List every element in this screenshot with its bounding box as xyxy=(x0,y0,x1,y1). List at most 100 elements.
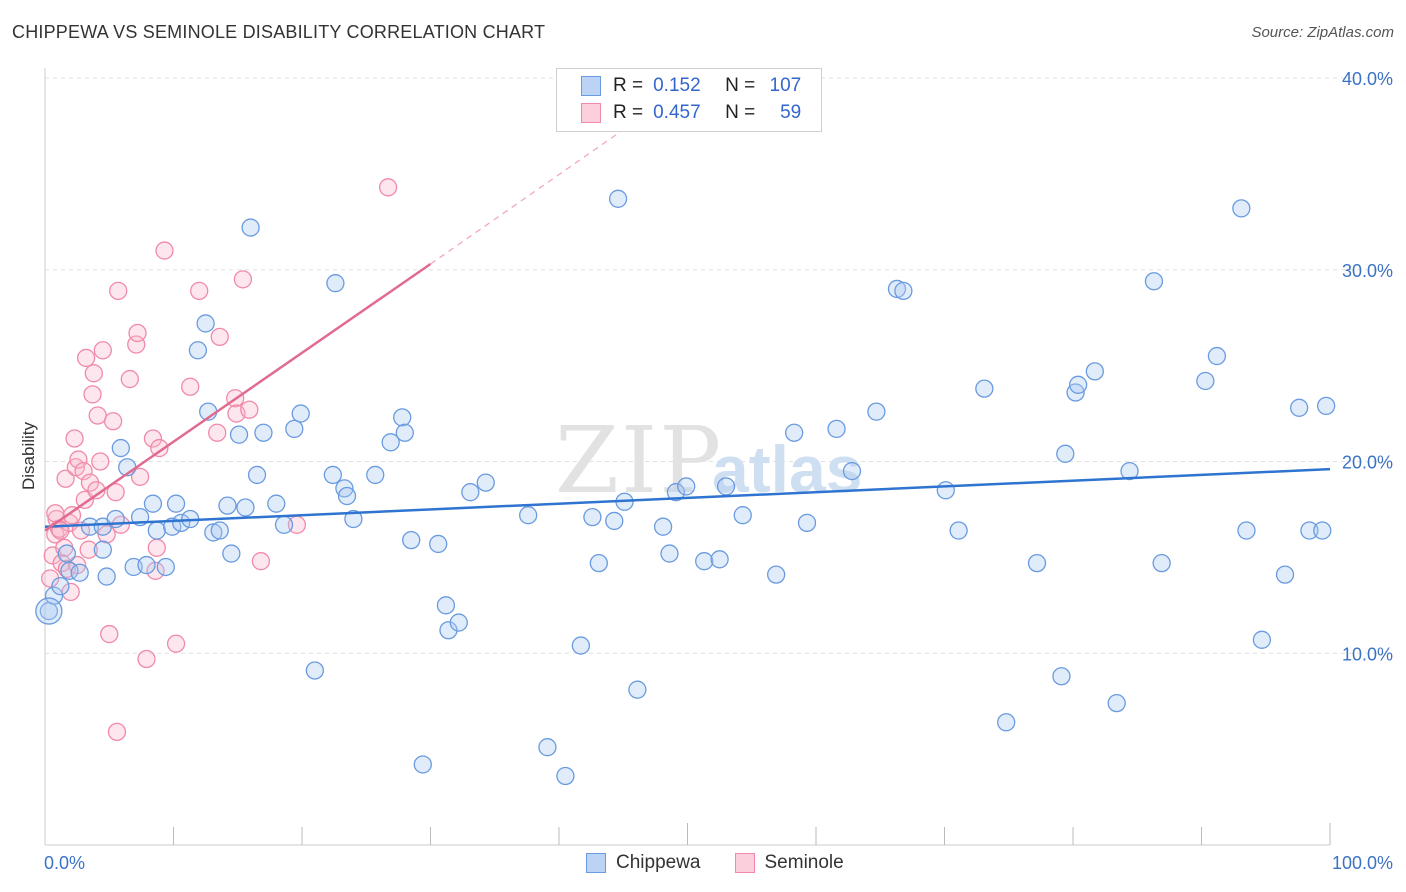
stats-legend: R = 0.152 N = 107 R = 0.457 N = 59 xyxy=(556,68,822,132)
chippewa-point xyxy=(1237,521,1256,540)
seminole-point xyxy=(52,553,71,573)
seminole-point xyxy=(106,483,125,502)
chippewa-point xyxy=(337,486,357,506)
seminole-point xyxy=(91,452,110,471)
chippewa-point xyxy=(628,680,647,699)
seminole-point xyxy=(65,429,84,448)
seminole-point xyxy=(83,385,102,404)
seminole-point xyxy=(147,538,166,557)
chippewa-point xyxy=(393,408,412,427)
seminole-point xyxy=(240,400,259,419)
chippewa-point xyxy=(229,425,249,444)
seminole-point xyxy=(46,504,65,523)
seminole-point xyxy=(166,634,186,653)
chippewa-point xyxy=(70,563,89,582)
chippewa-point xyxy=(1290,398,1309,417)
y-tick-label: 10.0% xyxy=(1342,644,1393,664)
watermark: ZIP atlas xyxy=(555,407,862,514)
seminole-point xyxy=(74,461,93,481)
series-legend: Chippewa Seminole xyxy=(586,852,878,874)
seminole-trend-line xyxy=(44,262,432,532)
chippewa-point xyxy=(51,576,70,596)
chippewa-point xyxy=(608,189,628,208)
seminole-point xyxy=(378,178,398,197)
chippewa-point xyxy=(1300,521,1319,540)
chippewa-point xyxy=(241,218,260,237)
chippewa-point xyxy=(210,521,229,540)
chippewa-point xyxy=(936,481,955,500)
chippewa-point xyxy=(366,465,385,485)
n-label: N = xyxy=(725,75,756,96)
chippewa-point xyxy=(97,567,116,586)
seminole-point xyxy=(120,369,139,389)
chippewa-point xyxy=(949,521,968,540)
chippewa-point xyxy=(147,521,166,540)
chippewa-point xyxy=(143,494,163,513)
chippewa-point xyxy=(785,423,804,442)
chippewa-point xyxy=(1052,667,1071,686)
chippewa-point xyxy=(653,517,673,536)
r-value: 0.152 xyxy=(653,75,701,96)
chippewa-point xyxy=(137,555,156,575)
chippewa-point xyxy=(710,550,729,569)
legend-item-chippewa: Chippewa xyxy=(586,852,701,874)
r-value: 0.457 xyxy=(653,102,701,123)
chippewa-point xyxy=(842,461,862,481)
x-tick-label: 100.0% xyxy=(1332,853,1393,873)
legend-item-seminole: Seminole xyxy=(734,852,844,874)
seminole-point xyxy=(130,467,150,486)
chippewa-point xyxy=(188,341,208,360)
chippewa-point xyxy=(111,438,130,458)
seminole-point xyxy=(79,540,98,559)
chippewa-point xyxy=(326,274,345,293)
chippewa-point xyxy=(381,433,400,452)
chippewa-point xyxy=(196,314,215,333)
y-tick-label: 30.0% xyxy=(1342,261,1393,281)
chippewa-point xyxy=(660,544,679,563)
chippewa-swatch xyxy=(586,853,606,873)
chippewa-point xyxy=(733,506,752,525)
chippewa-swatch xyxy=(581,76,601,96)
seminole-point xyxy=(76,348,96,368)
legend-row-chippewa: R = 0.152 N = 107 xyxy=(581,75,801,97)
seminole-trend-extension xyxy=(430,129,624,265)
seminole-point xyxy=(103,412,123,431)
chippewa-point xyxy=(1252,630,1272,649)
seminole-point xyxy=(208,423,227,442)
r-label: R = xyxy=(613,102,644,123)
chippewa-point xyxy=(677,477,696,496)
r-label: R = xyxy=(613,75,644,96)
chippewa-point xyxy=(583,507,602,527)
chippewa-point xyxy=(1207,346,1227,366)
seminole-point xyxy=(107,722,127,742)
chippewa-point xyxy=(1275,565,1295,584)
chart-title: CHIPPEWA VS SEMINOLE DISABILITY CORRELAT… xyxy=(12,22,546,42)
chippewa-point xyxy=(166,494,186,513)
watermark-zip: ZIP xyxy=(555,407,723,514)
chippewa-point xyxy=(797,513,817,533)
seminole-swatch xyxy=(581,103,601,123)
chippewa-point xyxy=(156,557,175,577)
chippewa-point xyxy=(476,473,495,492)
chippewa-point xyxy=(767,565,786,584)
axes xyxy=(44,68,1331,846)
legend-label: Seminole xyxy=(764,852,844,873)
y-tick-label: 40.0% xyxy=(1342,69,1393,89)
chippewa-point xyxy=(285,419,304,439)
chippewa-point xyxy=(413,755,432,774)
chippewa-point xyxy=(163,517,182,536)
chippewa-point xyxy=(429,534,448,554)
chippewa-point xyxy=(449,613,468,632)
seminole-point xyxy=(251,552,271,571)
chippewa-point xyxy=(975,379,994,398)
chippewa-points xyxy=(35,189,1336,786)
chippewa-trend-line xyxy=(44,467,1331,528)
chippewa-point xyxy=(666,483,686,502)
y-tick-labels: 10.0% 20.0% 30.0% 40.0% xyxy=(1342,69,1393,664)
n-value: 59 xyxy=(780,102,802,123)
chippewa-point xyxy=(1056,444,1075,463)
chippewa-point xyxy=(204,523,223,542)
chippewa-point xyxy=(344,509,363,529)
chippewa-point xyxy=(1120,461,1139,481)
